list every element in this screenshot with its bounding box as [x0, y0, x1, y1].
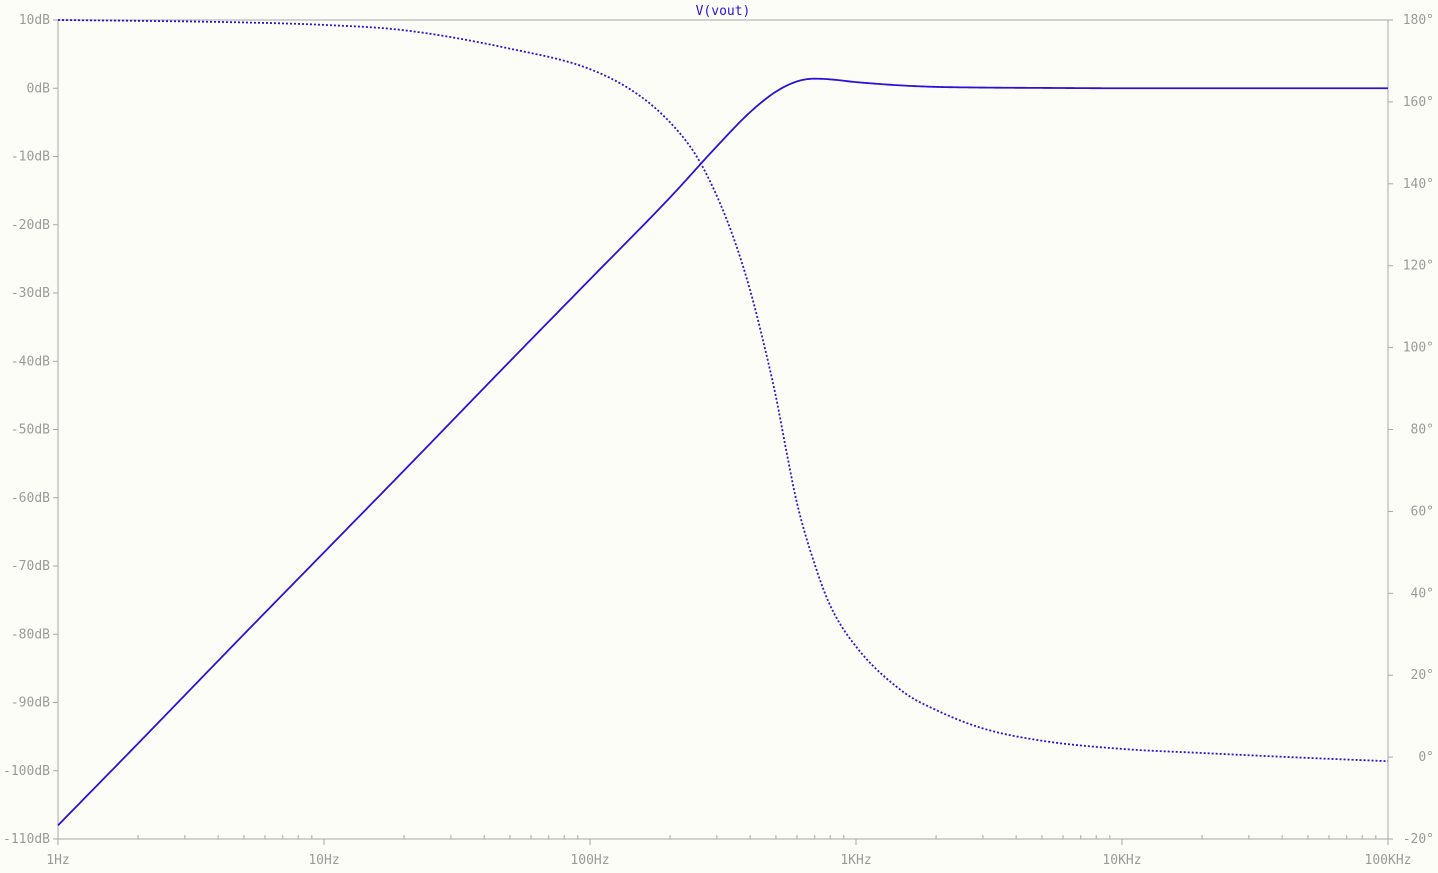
y-left-tick-label: -20dB	[11, 218, 50, 233]
ticks-layer: 1Hz 10Hz 100Hz 1KHz 10KHz 100KHz 10dB 0dB -10dB -…	[3, 13, 1434, 868]
chart-title: V(vout)	[696, 4, 751, 19]
y-left-tick-label: -60dB	[11, 491, 50, 506]
y-left-tick-label: -110dB	[3, 832, 50, 847]
y-left-tick-label: -100dB	[3, 764, 50, 779]
y-left-tick-label: -40dB	[11, 354, 50, 369]
y-right-tick-label: 80°	[1411, 423, 1434, 438]
x-tick-label: 100KHz	[1365, 853, 1412, 868]
y-right-tick-label: 140°	[1403, 177, 1434, 192]
x-tick-label: 1Hz	[46, 853, 69, 868]
series-layer	[57, 19, 1389, 826]
y-left-tick-label: -90dB	[11, 696, 50, 711]
y-right-tick-label: 20°	[1411, 668, 1434, 683]
y-left-tick-label: -10dB	[11, 150, 50, 165]
y-right-tick-label: 160°	[1403, 95, 1434, 110]
y-right-tick-label: 0°	[1418, 750, 1434, 765]
y-left-tick-label: 10dB	[19, 13, 50, 28]
plot-frame	[57, 19, 1389, 840]
y-left-tick-label: -70dB	[11, 559, 50, 574]
y-right-tick-label: 40°	[1411, 586, 1434, 601]
y-left-tick-label: -50dB	[11, 423, 50, 438]
x-tick-label: 10Hz	[308, 853, 339, 868]
magnitude-line	[57, 77, 1388, 826]
y-right-tick-label: 180°	[1403, 13, 1434, 28]
y-right-tick-label: 120°	[1403, 259, 1434, 274]
y-left-tick-label: -30dB	[11, 286, 50, 301]
y-left-tick-label: -80dB	[11, 627, 50, 642]
x-tick-label: 1KHz	[840, 853, 871, 868]
x-tick-label: 10KHz	[1102, 853, 1141, 868]
x-tick-label: 100Hz	[570, 853, 609, 868]
phase-line	[57, 19, 1389, 763]
y-right-tick-label: -20°	[1403, 832, 1434, 847]
y-left-tick-label: 0dB	[27, 81, 51, 96]
y-right-tick-label: 100°	[1403, 341, 1434, 356]
y-right-tick-label: 60°	[1411, 504, 1434, 519]
